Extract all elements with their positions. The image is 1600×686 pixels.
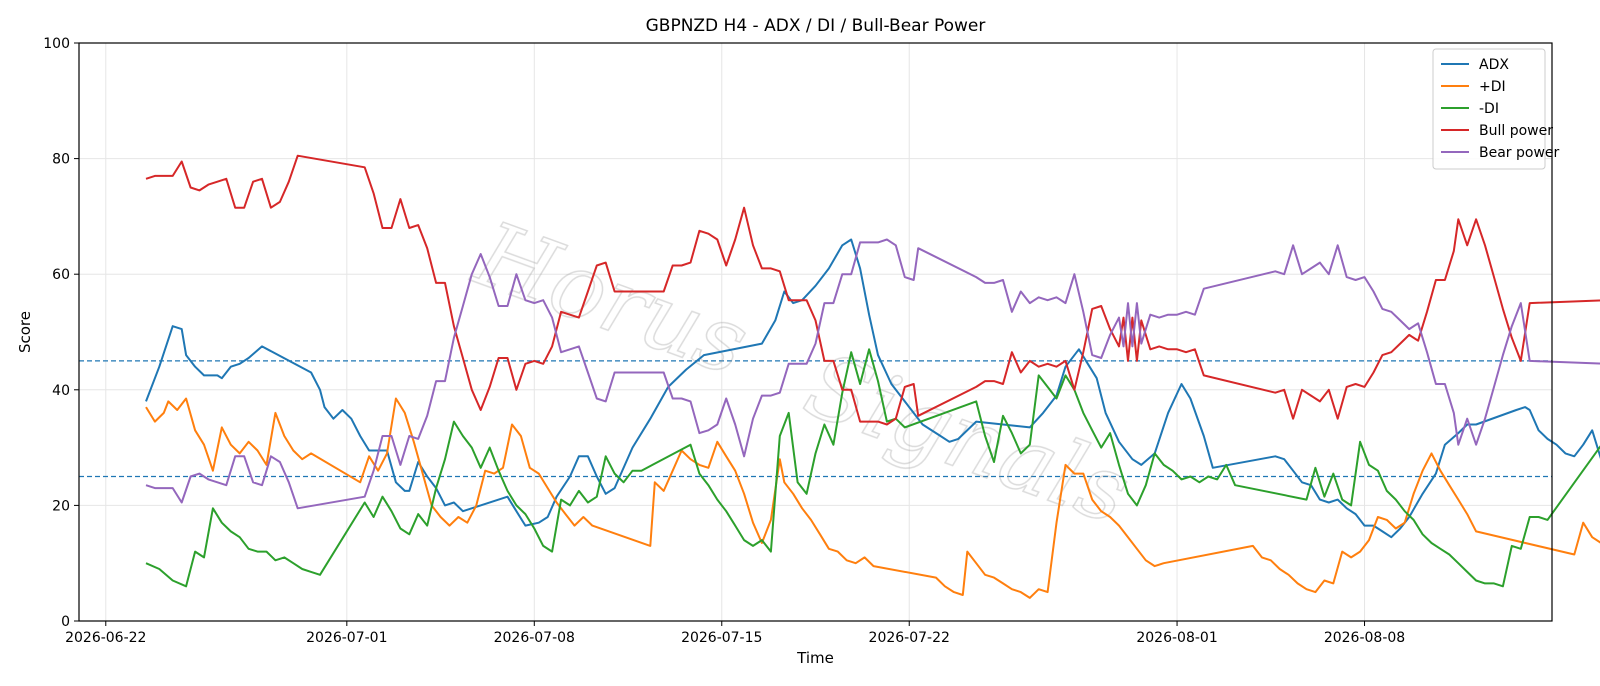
- series-line-di: [145, 348, 1600, 588]
- x-tick-label: 2026-08-01: [1136, 630, 1217, 646]
- plot-area: [78, 42, 1553, 622]
- legend-label-bear-power: Bear power: [1479, 145, 1560, 161]
- x-tick-label: 2026-07-01: [306, 630, 387, 646]
- legend-label-di: -DI: [1479, 101, 1499, 117]
- legend-label-adx: ADX: [1479, 57, 1509, 73]
- y-tick-label: 40: [52, 383, 70, 399]
- series-layer: [145, 154, 1600, 599]
- x-tick-label: 2026-06-22: [65, 630, 146, 646]
- x-axis-label: Time: [796, 649, 834, 667]
- y-tick-label: 100: [43, 36, 70, 52]
- x-tick-label: 2026-07-22: [869, 630, 950, 646]
- legend: ADX +DI -DI Bull power Bear power: [1432, 48, 1560, 170]
- series-line-bear-power: [145, 238, 1600, 510]
- legend-box: [1432, 48, 1546, 170]
- x-tick-label: 2026-07-15: [681, 630, 762, 646]
- x-axis: 2026-06-22 2026-07-01 2026-07-08 2026-07-15…: [65, 621, 1405, 646]
- y-axis-label: Score: [16, 311, 34, 353]
- x-tick-label: 2026-08-08: [1324, 630, 1405, 646]
- series-line-bull-power: [145, 154, 1600, 426]
- series-line-di: [145, 397, 1600, 599]
- series-line-adx: [145, 238, 1600, 539]
- y-tick-label: 20: [52, 498, 70, 514]
- legend-label-bull-power: Bull power: [1479, 123, 1553, 139]
- y-tick-label: 0: [61, 614, 70, 630]
- y-tick-label: 60: [52, 267, 70, 283]
- chart-title: GBPNZD H4 - ADX / DI / Bull-Bear Power: [646, 16, 986, 36]
- x-tick-label: 2026-07-08: [494, 630, 575, 646]
- reference-lines: [79, 360, 1552, 478]
- y-axis: 0 20 40 60 80 100: [43, 36, 79, 630]
- legend-label-di: +DI: [1479, 79, 1506, 95]
- y-tick-label: 80: [52, 152, 70, 168]
